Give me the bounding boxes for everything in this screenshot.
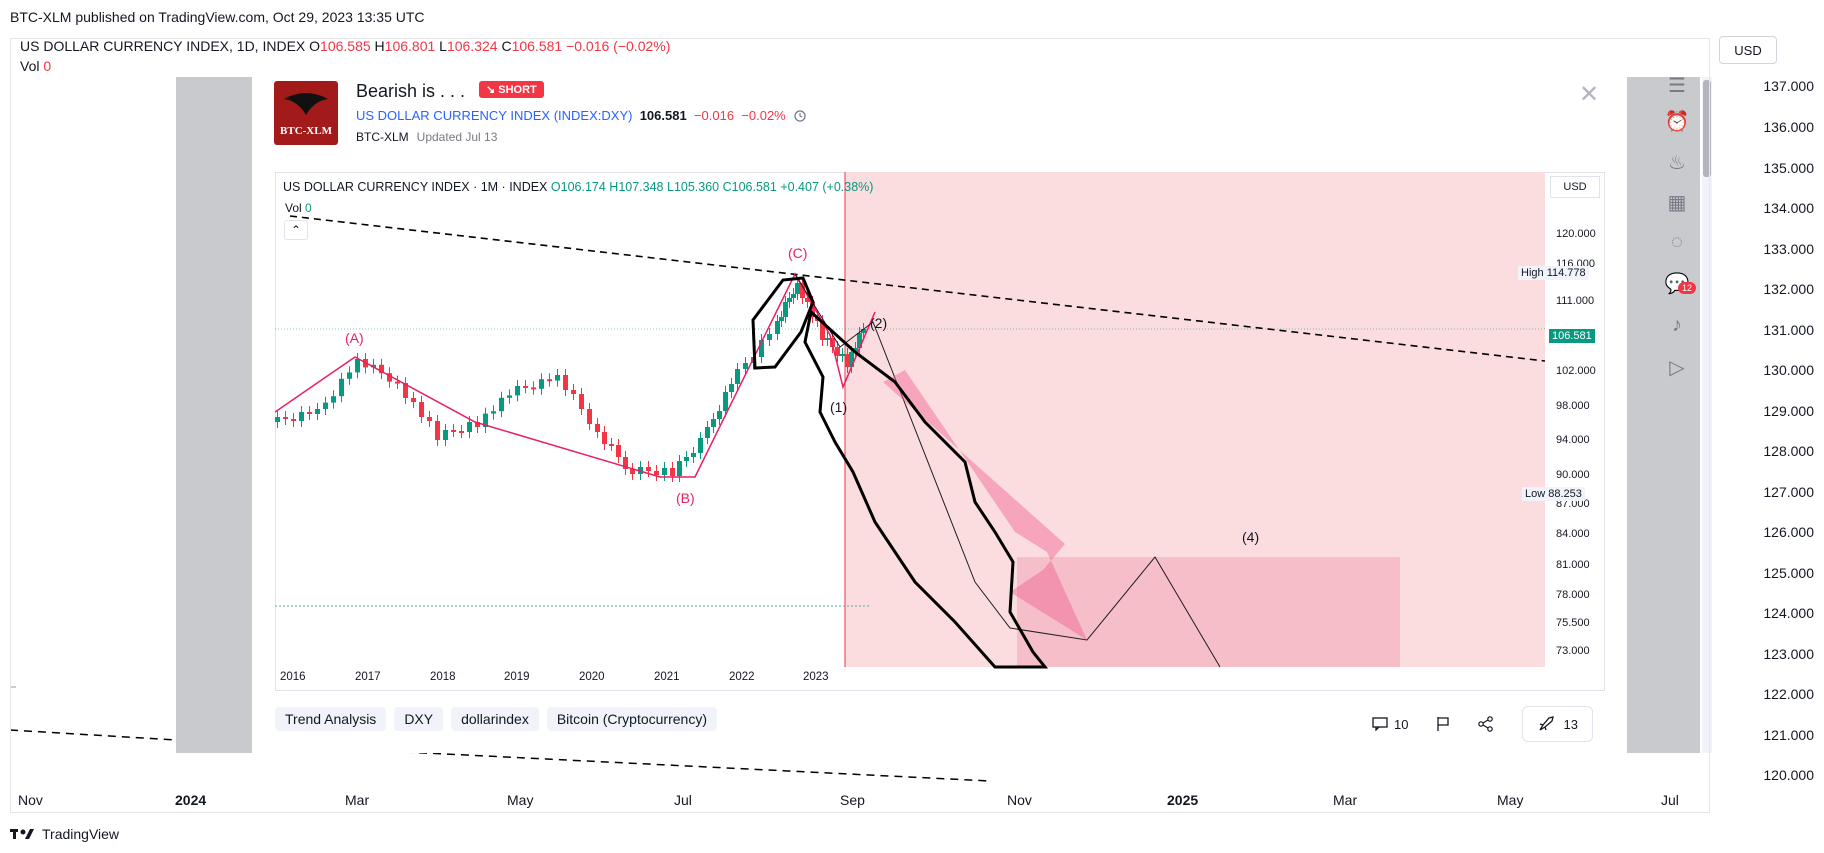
overlay-right-margin: [1627, 77, 1700, 753]
main-legend: US DOLLAR CURRENCY INDEX, 1D, INDEX O106…: [20, 38, 671, 54]
inner-currency: USD: [1550, 176, 1600, 198]
abc-wave: [275, 272, 876, 478]
calendar-icon[interactable]: ▦: [1667, 191, 1687, 214]
target-zone: [1017, 557, 1400, 667]
idea-tags: Trend Analysis DXY dollarindex Bitcoin (…: [275, 707, 717, 731]
tradingview-logo-icon: [10, 829, 34, 839]
wave-label-b: (B): [676, 490, 695, 506]
scrollbar-thumb[interactable]: [1703, 80, 1711, 177]
trendline-bottom: [404, 751, 991, 782]
wave2-circle: [751, 276, 815, 370]
overlay-left-margin: [176, 77, 252, 753]
alarm-icon[interactable]: ⏰: [1664, 110, 1690, 133]
footer-brand[interactable]: TradingView: [10, 826, 119, 842]
wave-label-1: (1): [830, 399, 848, 415]
idea-symbol-row: US DOLLAR CURRENCY INDEX (INDEX:DXY) 106…: [356, 108, 807, 123]
author-avatar[interactable]: BTC-XLM: [274, 81, 338, 145]
short-badge: ↘ SHORT: [479, 81, 544, 98]
hotlist-icon[interactable]: ♨: [1668, 151, 1686, 174]
publish-line: BTC-XLM published on TradingView.com, Oc…: [10, 9, 425, 25]
legend-symbol[interactable]: US DOLLAR CURRENCY INDEX, 1D, INDEX: [20, 38, 306, 54]
inner-legend: US DOLLAR CURRENCY INDEX · 1M · INDEX O1…: [283, 180, 874, 194]
watchlist-icon[interactable]: ☰: [1668, 74, 1686, 97]
symbol-price: 106.581: [639, 108, 687, 123]
price-axis[interactable]: 137.000 136.000 135.000 134.000 133.000 …: [1763, 78, 1814, 783]
wave-label-c: (C): [788, 245, 808, 261]
author-row: BTC-XLM Updated Jul 13: [356, 130, 497, 144]
high-label: High 114.778: [1518, 266, 1589, 280]
notifications-icon[interactable]: ♪: [1672, 313, 1682, 336]
idea-chart-drawings: [275, 172, 1546, 669]
trendline-left: [9, 729, 177, 741]
comments-button[interactable]: 10: [1372, 717, 1408, 732]
currency-button[interactable]: USD: [1719, 36, 1777, 64]
low-label: Low 88.253: [1522, 487, 1585, 501]
alarm-clock-icon[interactable]: [793, 108, 807, 122]
eagle-icon: [284, 93, 328, 115]
rocket-icon: [1539, 716, 1555, 731]
flag-icon[interactable]: [1436, 716, 1450, 732]
volume-legend: Vol 0: [20, 58, 52, 74]
updated-date: Updated Jul 13: [416, 130, 498, 144]
symbol-ticker[interactable]: (INDEX:DXY): [553, 108, 633, 123]
boost-button[interactable]: 13: [1522, 706, 1593, 742]
share-icon[interactable]: [1478, 716, 1494, 732]
tag-chip[interactable]: Bitcoin (Cryptocurrency): [546, 707, 717, 731]
wave-label-2: (2): [870, 315, 888, 331]
candles: [275, 277, 866, 482]
resistance-trendline: [289, 215, 1546, 362]
idea-title[interactable]: Bearish is . . .: [356, 81, 466, 101]
chat-badge: 12: [1678, 282, 1697, 294]
symbol-link[interactable]: US DOLLAR CURRENCY INDEX: [356, 108, 551, 123]
author-name[interactable]: BTC-XLM: [356, 130, 409, 144]
idea-actions: 10 13: [1372, 706, 1593, 742]
replay-icon[interactable]: ▷: [1669, 356, 1685, 379]
tag-chip[interactable]: Trend Analysis: [275, 707, 387, 731]
target-outline: [803, 309, 1049, 669]
wave-label-a: (A): [345, 330, 364, 346]
collapse-legend-button[interactable]: ⌃: [284, 220, 308, 240]
tag-chip[interactable]: DXY: [394, 707, 444, 731]
last-price-label: 106.581: [1549, 329, 1595, 343]
legend-change: −0.016 (−0.02%): [566, 38, 671, 54]
wave-label-4: (4): [1242, 529, 1260, 545]
bearish-arrow: [883, 370, 1087, 640]
ideas-icon[interactable]: ◌: [1671, 230, 1683, 253]
comment-icon: [1372, 717, 1388, 731]
chevron-up-icon: ⌃: [290, 223, 302, 237]
scrollbar[interactable]: [1702, 77, 1712, 753]
inner-volume-legend: Vol 0: [285, 201, 312, 215]
close-icon[interactable]: ✕: [1579, 81, 1600, 108]
tag-chip[interactable]: dollarindex: [451, 707, 539, 731]
